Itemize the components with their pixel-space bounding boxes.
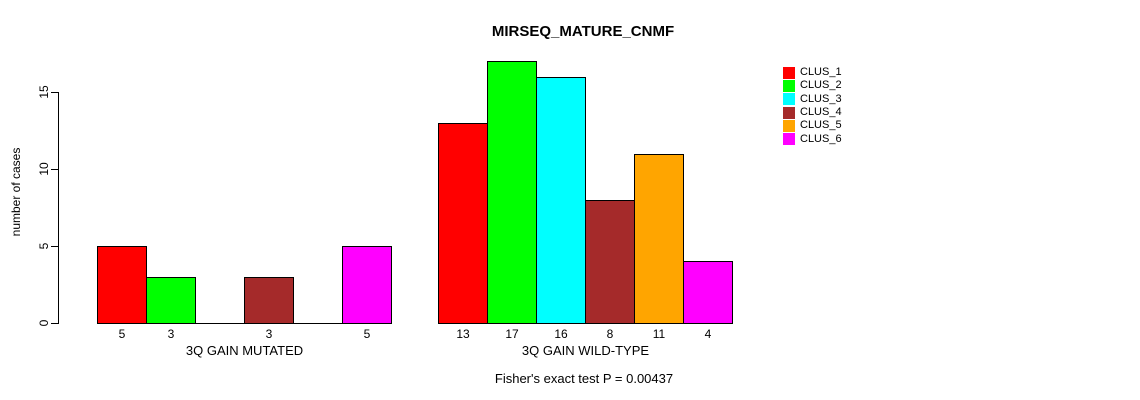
legend-row: CLUS_5 bbox=[783, 119, 842, 132]
y-tick-label: 15 bbox=[37, 85, 51, 99]
bar-group bbox=[97, 40, 392, 324]
legend-row: CLUS_2 bbox=[783, 79, 842, 92]
chart-title: MIRSEQ_MATURE_CNMF bbox=[491, 23, 675, 40]
y-tick-label: 5 bbox=[37, 242, 51, 250]
bar-clus_4 bbox=[585, 200, 635, 324]
bar-clus_1 bbox=[438, 123, 488, 324]
bar-value-label: 3 bbox=[265, 327, 273, 341]
bar-value-label: 5 bbox=[363, 327, 371, 341]
bar-clus_1 bbox=[97, 246, 147, 324]
legend-row: CLUS_1 bbox=[783, 66, 842, 79]
bar-clus_5 bbox=[634, 154, 684, 324]
legend-swatch-icon bbox=[783, 79, 795, 92]
y-tick bbox=[51, 246, 58, 247]
legend-swatch-icon bbox=[783, 66, 795, 79]
bar-value-label: 11 bbox=[652, 327, 666, 341]
legend-swatch-icon bbox=[783, 119, 795, 132]
y-tick bbox=[51, 92, 58, 93]
y-tick bbox=[51, 323, 58, 324]
bar-value-label: 13 bbox=[456, 327, 470, 341]
legend-row: CLUS_6 bbox=[783, 133, 842, 146]
y-tick-label: 10 bbox=[37, 162, 51, 176]
legend-label: CLUS_2 bbox=[800, 79, 842, 92]
legend: CLUS_1 CLUS_2 CLUS_3 CLUS_4 CLUS_5 CLUS_6 bbox=[783, 66, 842, 146]
legend-row: CLUS_4 bbox=[783, 106, 842, 119]
bar-value-label: 5 bbox=[118, 327, 126, 341]
bar-value-label: 16 bbox=[554, 327, 568, 341]
y-tick bbox=[51, 169, 58, 170]
legend-swatch-icon bbox=[783, 106, 795, 119]
bar-clus_4 bbox=[244, 277, 294, 324]
bar-clus_2 bbox=[487, 61, 537, 324]
bar-group bbox=[438, 40, 733, 324]
legend-swatch-icon bbox=[783, 93, 795, 106]
bar-value-label: 4 bbox=[704, 327, 712, 341]
y-axis-label: number of cases bbox=[9, 147, 23, 237]
bar-value-label: 8 bbox=[606, 327, 614, 341]
bar-clus_6 bbox=[342, 246, 392, 324]
bar-value-label: 17 bbox=[505, 327, 519, 341]
legend-label: CLUS_1 bbox=[800, 66, 842, 79]
legend-label: CLUS_6 bbox=[800, 132, 842, 145]
annotation-text: Fisher's exact test P = 0.00437 bbox=[494, 371, 674, 386]
legend-swatch-icon bbox=[783, 133, 795, 146]
bar-clus_3 bbox=[536, 77, 586, 324]
legend-row: CLUS_3 bbox=[783, 93, 842, 106]
y-tick-label: 0 bbox=[37, 319, 51, 327]
legend-label: CLUS_3 bbox=[800, 92, 842, 105]
bar-value-label: 3 bbox=[167, 327, 175, 341]
bar-clus_6 bbox=[683, 261, 733, 324]
legend-label: CLUS_4 bbox=[800, 106, 842, 119]
group-label: 3Q GAIN MUTATED bbox=[185, 343, 304, 358]
bar-clus_2 bbox=[146, 277, 196, 324]
y-axis-line bbox=[58, 92, 59, 324]
legend-label: CLUS_5 bbox=[800, 119, 842, 132]
group-label: 3Q GAIN WILD-TYPE bbox=[521, 343, 650, 358]
